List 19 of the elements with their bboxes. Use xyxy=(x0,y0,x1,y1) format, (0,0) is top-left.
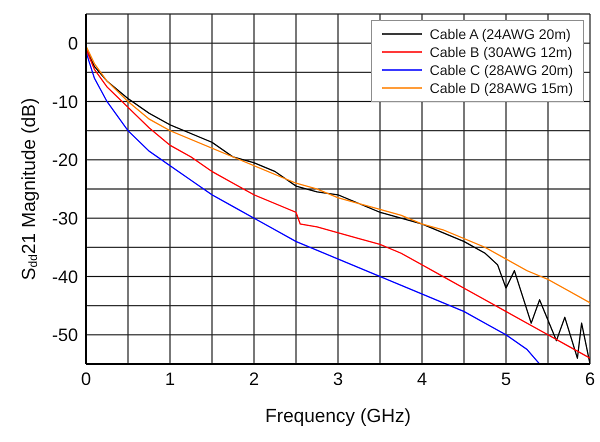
x-axis-title: Frequency (GHz) xyxy=(265,406,411,427)
y-tick-label: -10 xyxy=(52,92,78,112)
x-tick-label: 4 xyxy=(416,368,428,389)
x-tick-label: 2 xyxy=(248,368,260,389)
y-tick-label: -30 xyxy=(52,208,78,229)
y-tick-label: -50 xyxy=(52,325,78,346)
x-tick-label: 0 xyxy=(80,368,92,389)
line-series xyxy=(86,45,590,304)
legend-label: Cable C (28AWG 20m) xyxy=(430,61,573,79)
x-tick-label: 1 xyxy=(164,368,176,389)
legend-label: Cable D (28AWG 15m) xyxy=(430,79,573,97)
y-tick-label: -20 xyxy=(52,150,78,170)
y-tick-label: -40 xyxy=(52,266,78,287)
x-tick-label: 6 xyxy=(584,368,596,389)
legend-label: Cable B (30AWG 12m) xyxy=(430,43,572,61)
y-tick-label: 0 xyxy=(68,34,78,54)
x-tick-label: 3 xyxy=(332,368,344,389)
x-tick-label: 5 xyxy=(500,368,512,389)
legend-label: Cable A (24AWG 20m) xyxy=(430,25,571,43)
